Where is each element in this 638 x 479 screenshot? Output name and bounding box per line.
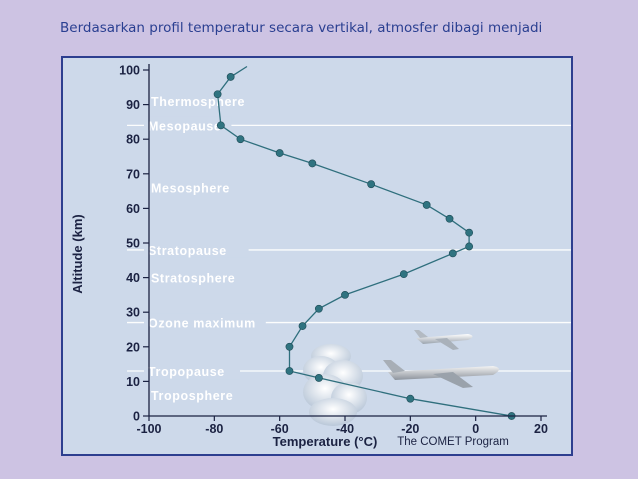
y-tick-label-6: 60 bbox=[126, 202, 140, 216]
data-point-4 bbox=[285, 342, 294, 351]
airplane-low-image bbox=[383, 360, 499, 388]
x-tick-label-4: -20 bbox=[401, 422, 419, 436]
temperature-profile-chart: Thermosphere Mesopause Mesosphere Stratopau… bbox=[70, 64, 571, 449]
x-tick-label-5: 0 bbox=[472, 422, 479, 436]
layer-label-0: Thermosphere bbox=[151, 95, 245, 109]
layer-label-1: Mesopause bbox=[148, 119, 221, 133]
layer-labels: Thermosphere Mesopause Mesosphere Stratopau… bbox=[144, 95, 266, 403]
data-point-20 bbox=[226, 73, 235, 81]
x-tick-label-0: -100 bbox=[136, 422, 161, 436]
data-point-10 bbox=[465, 242, 474, 251]
layer-label-3: Stratopause bbox=[148, 244, 227, 258]
data-point-15 bbox=[308, 159, 317, 168]
y-axis-label: Altitude (km) bbox=[70, 214, 85, 293]
layer-label-bg-1 bbox=[144, 116, 232, 134]
y-tick-label-5: 50 bbox=[126, 237, 140, 251]
data-point-18 bbox=[216, 121, 225, 130]
atmosphere-figure: Thermosphere Mesopause Mesosphere Stratopau… bbox=[61, 56, 573, 456]
data-point-19 bbox=[213, 90, 222, 99]
layer-label-bg-6 bbox=[144, 362, 240, 380]
data-point-11 bbox=[465, 228, 474, 237]
data-point-8 bbox=[399, 270, 408, 279]
chart-credit: The COMET Program bbox=[397, 436, 509, 448]
y-tick-label-1: 10 bbox=[126, 375, 140, 389]
layer-label-4: Stratosphere bbox=[151, 272, 235, 286]
y-tick-label-2: 20 bbox=[126, 340, 140, 354]
layer-label-5: Ozone maximum bbox=[148, 317, 256, 331]
data-point-2 bbox=[314, 374, 323, 382]
data-point-1 bbox=[406, 394, 415, 403]
layer-label-7: Troposphere bbox=[151, 389, 233, 403]
y-tick-label-10: 100 bbox=[119, 64, 140, 78]
y-tick-label-7: 70 bbox=[126, 167, 140, 181]
y-tick-label-9: 90 bbox=[126, 98, 140, 112]
profile-line-0 bbox=[216, 65, 512, 417]
layer-label-bg-3 bbox=[144, 240, 249, 258]
airplane-high-image bbox=[414, 330, 473, 350]
data-point-16 bbox=[275, 149, 284, 157]
data-point-12 bbox=[445, 214, 454, 223]
data-point-7 bbox=[341, 290, 349, 299]
x-axis-label: Temperature (°C) bbox=[273, 434, 378, 449]
data-point-9 bbox=[448, 249, 457, 258]
x-axis-ticks: -100 -80 -60 -40 -20 0 20 bbox=[136, 415, 548, 436]
x-tick-label-2: -60 bbox=[271, 422, 289, 436]
data-point-6 bbox=[314, 304, 323, 313]
data-point-14 bbox=[367, 180, 376, 189]
layer-label-6: Tropopause bbox=[148, 365, 225, 379]
x-tick-label-1: -80 bbox=[205, 422, 223, 436]
temperature-profile bbox=[213, 65, 516, 420]
data-point-3 bbox=[285, 367, 294, 375]
data-point-17 bbox=[236, 135, 245, 144]
cumulonimbus-cloud-image bbox=[303, 344, 367, 426]
decorations bbox=[303, 330, 499, 426]
layer-label-bg-5 bbox=[144, 313, 266, 331]
layer-label-2: Mesosphere bbox=[151, 182, 230, 196]
y-axis-ticks: 0 10 20 30 40 50 60 70 80 90 100 bbox=[119, 64, 150, 424]
y-tick-label-8: 80 bbox=[126, 133, 140, 147]
data-point-13 bbox=[422, 201, 431, 209]
y-tick-label-3: 30 bbox=[126, 306, 140, 320]
data-point-5 bbox=[298, 322, 307, 330]
y-tick-label-4: 40 bbox=[126, 271, 140, 285]
slide-caption: Berdasarkan profil temperatur secara ver… bbox=[60, 20, 543, 36]
y-tick-label-0: 0 bbox=[133, 410, 140, 424]
x-tick-label-6: 20 bbox=[534, 422, 548, 436]
x-tick-label-3: -40 bbox=[336, 422, 354, 436]
